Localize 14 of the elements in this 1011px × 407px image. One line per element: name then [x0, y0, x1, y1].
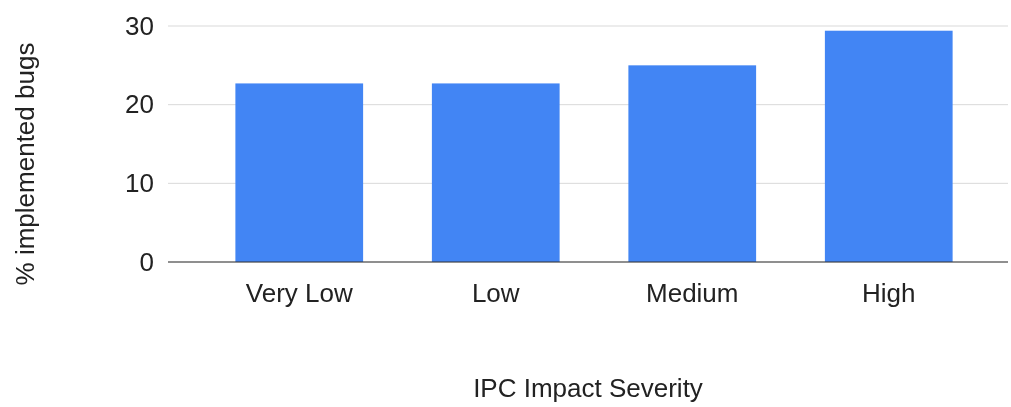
y-tick-label: 0 [139, 246, 154, 277]
bar [235, 83, 364, 262]
x-tick-label: Low [471, 278, 520, 309]
bar [431, 83, 560, 262]
bar [628, 65, 757, 262]
y-tick-label: 30 [125, 10, 154, 41]
bar [824, 30, 953, 262]
y-axis-title: % implemented bugs [10, 42, 40, 286]
x-axis-title: IPC Impact Severity [473, 373, 703, 403]
y-tick-label: 10 [125, 168, 154, 199]
y-tick-label: 20 [125, 89, 154, 120]
x-tick-label: High [862, 278, 916, 309]
x-tick-label: Medium [646, 278, 739, 309]
x-tick-label: Very Low [245, 278, 353, 309]
